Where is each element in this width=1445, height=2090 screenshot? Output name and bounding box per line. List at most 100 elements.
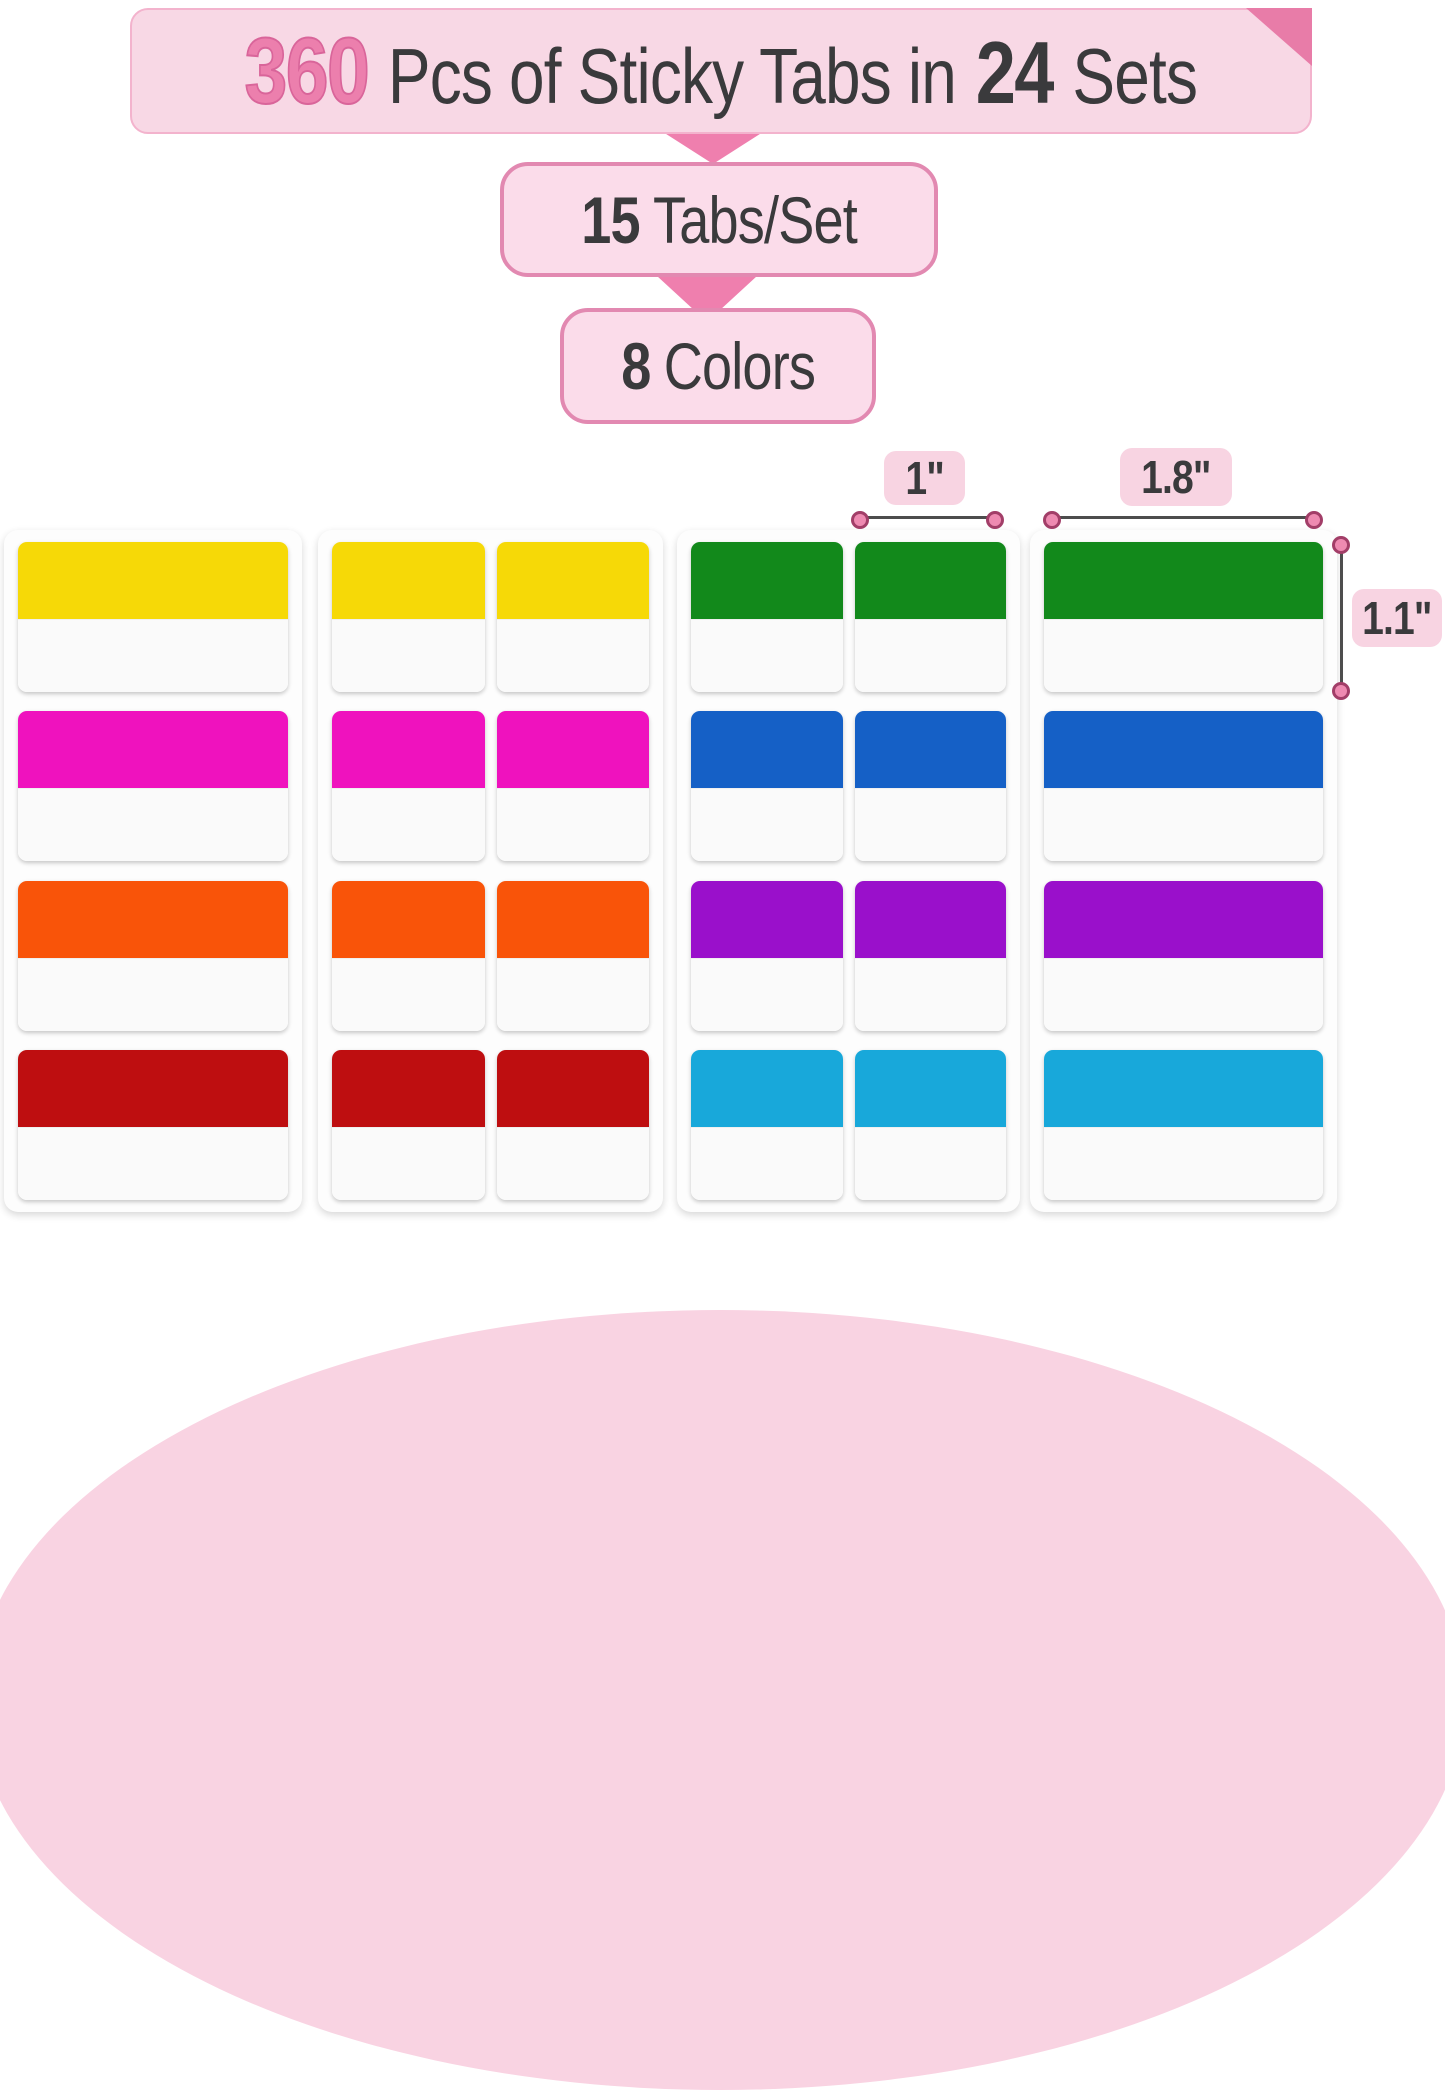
tab-write-area (1044, 958, 1323, 1031)
tab-color-strip-magenta (497, 711, 650, 788)
sticky-tab-purple (691, 881, 843, 1031)
tab-write-area (1044, 788, 1323, 861)
tab-write-area (332, 619, 485, 692)
tab-write-area (855, 1127, 1007, 1200)
tab-color-strip-blue (855, 711, 1007, 788)
dimension-endpoint-dot (851, 511, 869, 529)
dimension-label-small-width: 1" (884, 451, 965, 505)
tab-color-strip-purple (855, 881, 1007, 958)
sticky-tab-magenta (497, 711, 650, 861)
tab-write-area (332, 788, 485, 861)
dimension-label-tab-height: 1.1" (1352, 589, 1442, 647)
tab-row-green (1044, 542, 1323, 692)
tab-row-magenta (18, 711, 288, 861)
sticky-tab-red (497, 1050, 650, 1200)
tab-color-strip-orange (332, 881, 485, 958)
sticky-tab-purple (855, 881, 1007, 1031)
tab-color-strip-blue (691, 711, 843, 788)
sticky-tab-cyan (1044, 1050, 1323, 1200)
sticky-tab-green (855, 542, 1007, 692)
tab-color-strip-green (1044, 542, 1323, 619)
tab-color-strip-cyan (1044, 1050, 1323, 1127)
tab-color-strip-purple (1044, 881, 1323, 958)
arrow-down-icon (663, 132, 763, 164)
tab-write-area (18, 788, 288, 861)
colors-badge: 8 Colors (560, 308, 876, 424)
tab-write-area (855, 619, 1007, 692)
sticky-tab-yellow (497, 542, 650, 692)
tab-color-strip-red (332, 1050, 485, 1127)
decorative-semicircle (0, 1310, 1445, 2090)
tab-row-green (691, 542, 1006, 692)
tab-color-strip-orange (497, 881, 650, 958)
dimension-line-small-width (857, 516, 994, 519)
tab-color-strip-magenta (332, 711, 485, 788)
tab-write-area (691, 1127, 843, 1200)
colors-badge-text: 8 Colors (621, 328, 815, 404)
tab-color-strip-green (691, 542, 843, 619)
tab-row-orange (332, 881, 649, 1031)
sticky-tab-orange (18, 881, 288, 1031)
sticky-tab-blue (855, 711, 1007, 861)
tab-row-cyan (1044, 1050, 1323, 1200)
tab-color-strip-yellow (497, 542, 650, 619)
tab-color-strip-purple (691, 881, 843, 958)
sticky-tab-orange (332, 881, 485, 1031)
tab-write-area (497, 1127, 650, 1200)
sheet-wide-left (4, 530, 302, 1212)
sticky-tab-yellow (18, 542, 288, 692)
tab-write-area (691, 958, 843, 1031)
sticky-tab-green (691, 542, 843, 692)
tab-write-area (18, 1127, 288, 1200)
banner-corner-fold (1246, 8, 1312, 66)
sticky-tab-blue (691, 711, 843, 861)
tab-row-purple (1044, 881, 1323, 1031)
tab-row-orange (18, 881, 288, 1031)
sticky-tab-green (1044, 542, 1323, 692)
tab-row-magenta (332, 711, 649, 861)
tab-color-strip-yellow (332, 542, 485, 619)
tab-row-purple (691, 881, 1006, 1031)
colors-count: 8 (621, 328, 650, 404)
header-banner: 360 Pcs of Sticky Tabs in 24 Sets (130, 8, 1312, 134)
tab-color-strip-green (855, 542, 1007, 619)
sheet-grid-left (318, 530, 663, 1212)
tab-write-area (855, 958, 1007, 1031)
tab-write-area (18, 619, 288, 692)
tab-write-area (691, 619, 843, 692)
tab-write-area (497, 958, 650, 1031)
tab-row-yellow (332, 542, 649, 692)
tab-row-yellow (18, 542, 288, 692)
sticky-tab-cyan (691, 1050, 843, 1200)
dimension-endpoint-dot (1332, 682, 1350, 700)
dimension-value: 1.8" (1141, 450, 1211, 504)
colors-label: Colors (663, 328, 814, 404)
dimension-value: 1.1" (1362, 591, 1432, 645)
tab-row-cyan (691, 1050, 1006, 1200)
tab-color-strip-blue (1044, 711, 1323, 788)
sticky-tab-blue (1044, 711, 1323, 861)
dimension-endpoint-dot (1305, 511, 1323, 529)
tab-write-area (497, 619, 650, 692)
tabs-per-set-count: 15 (581, 182, 640, 258)
sticky-tab-yellow (332, 542, 485, 692)
tab-color-strip-cyan (691, 1050, 843, 1127)
tab-write-area (18, 958, 288, 1031)
tab-row-red (18, 1050, 288, 1200)
dimension-line-large-width (1050, 516, 1312, 519)
tab-write-area (332, 958, 485, 1031)
tab-row-red (332, 1050, 649, 1200)
dimension-endpoint-dot (1332, 536, 1350, 554)
tab-row-blue (691, 711, 1006, 861)
banner-sets-count: 24 (976, 22, 1053, 124)
banner-count: 360 (245, 17, 369, 125)
tab-color-strip-magenta (18, 711, 288, 788)
dimension-endpoint-dot (986, 511, 1004, 529)
sticky-tab-purple (1044, 881, 1323, 1031)
dimension-value: 1" (905, 451, 944, 505)
sticky-tab-cyan (855, 1050, 1007, 1200)
tabs-per-set-text: 15 Tabs/Set (581, 182, 857, 258)
dimension-endpoint-dot (1043, 511, 1061, 529)
tab-color-strip-red (18, 1050, 288, 1127)
banner-label-end: Sets (1073, 31, 1198, 122)
